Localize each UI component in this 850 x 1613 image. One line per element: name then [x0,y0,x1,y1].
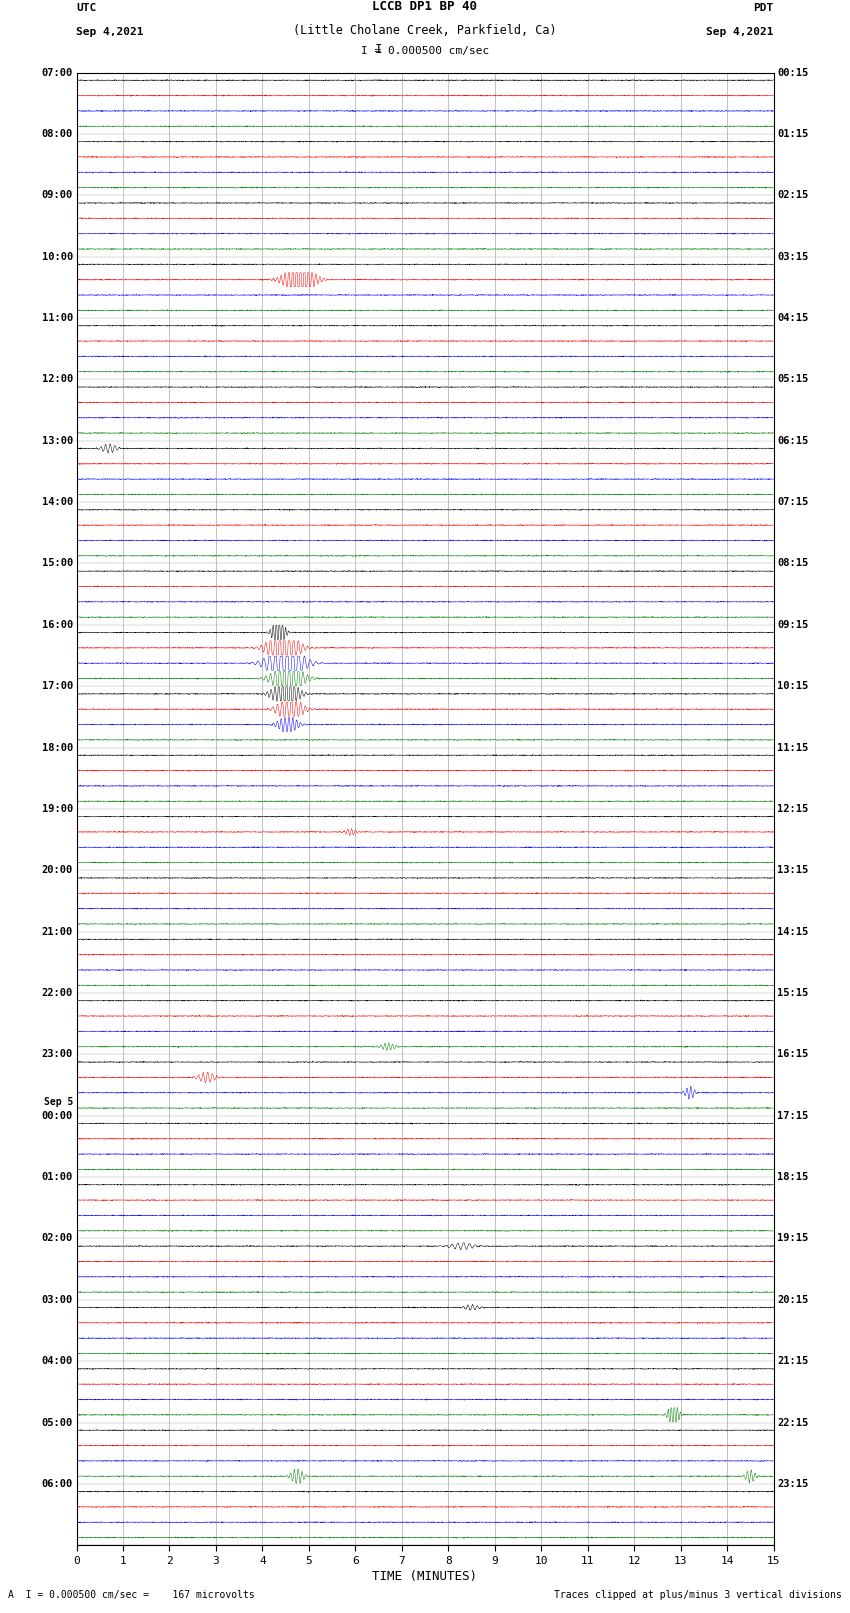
Text: 19:15: 19:15 [777,1234,808,1244]
Text: 18:15: 18:15 [777,1173,808,1182]
Text: Traces clipped at plus/minus 3 vertical divisions: Traces clipped at plus/minus 3 vertical … [553,1590,842,1600]
Text: 16:15: 16:15 [777,1050,808,1060]
Text: 16:00: 16:00 [42,619,73,629]
Text: 04:00: 04:00 [42,1357,73,1366]
Text: (Little Cholane Creek, Parkfield, Ca): (Little Cholane Creek, Parkfield, Ca) [293,24,557,37]
Text: 02:00: 02:00 [42,1234,73,1244]
Text: 22:15: 22:15 [777,1418,808,1428]
Text: A  I = 0.000500 cm/sec =    167 microvolts: A I = 0.000500 cm/sec = 167 microvolts [8,1590,255,1600]
Text: 04:15: 04:15 [777,313,808,323]
Text: 19:00: 19:00 [42,803,73,815]
Text: 13:00: 13:00 [42,436,73,445]
Text: 12:00: 12:00 [42,374,73,384]
Text: 00:15: 00:15 [777,68,808,77]
Text: 01:15: 01:15 [777,129,808,139]
Text: 23:00: 23:00 [42,1050,73,1060]
Text: 09:00: 09:00 [42,190,73,200]
Text: 13:15: 13:15 [777,865,808,876]
Text: 20:15: 20:15 [777,1295,808,1305]
Text: 07:00: 07:00 [42,68,73,77]
Text: 14:00: 14:00 [42,497,73,506]
Text: 17:00: 17:00 [42,681,73,692]
Text: 21:00: 21:00 [42,926,73,937]
Text: UTC: UTC [76,3,97,13]
Text: 08:00: 08:00 [42,129,73,139]
Text: 20:00: 20:00 [42,865,73,876]
Text: Sep 4,2021: Sep 4,2021 [706,27,774,37]
Text: 08:15: 08:15 [777,558,808,568]
Text: 11:00: 11:00 [42,313,73,323]
Text: I: I [375,44,382,56]
Text: 06:00: 06:00 [42,1479,73,1489]
Text: 09:15: 09:15 [777,619,808,629]
Text: 23:15: 23:15 [777,1479,808,1489]
Text: 05:15: 05:15 [777,374,808,384]
Text: 21:15: 21:15 [777,1357,808,1366]
Text: 03:15: 03:15 [777,252,808,261]
Text: 14:15: 14:15 [777,926,808,937]
Text: 11:15: 11:15 [777,742,808,753]
Text: 17:15: 17:15 [777,1111,808,1121]
Text: 10:15: 10:15 [777,681,808,692]
Text: 05:00: 05:00 [42,1418,73,1428]
Text: 01:00: 01:00 [42,1173,73,1182]
Text: I = 0.000500 cm/sec: I = 0.000500 cm/sec [361,47,489,56]
Text: Sep 5: Sep 5 [43,1097,73,1107]
Text: Sep 4,2021: Sep 4,2021 [76,27,144,37]
Text: 12:15: 12:15 [777,803,808,815]
Text: PDT: PDT [753,3,774,13]
Text: 15:15: 15:15 [777,989,808,998]
Text: 02:15: 02:15 [777,190,808,200]
Text: 00:00: 00:00 [42,1111,73,1121]
Text: 22:00: 22:00 [42,989,73,998]
Text: 03:00: 03:00 [42,1295,73,1305]
Text: 15:00: 15:00 [42,558,73,568]
Text: LCCB DP1 BP 40: LCCB DP1 BP 40 [372,0,478,13]
X-axis label: TIME (MINUTES): TIME (MINUTES) [372,1569,478,1582]
Text: 07:15: 07:15 [777,497,808,506]
Text: 10:00: 10:00 [42,252,73,261]
Text: 06:15: 06:15 [777,436,808,445]
Text: 18:00: 18:00 [42,742,73,753]
